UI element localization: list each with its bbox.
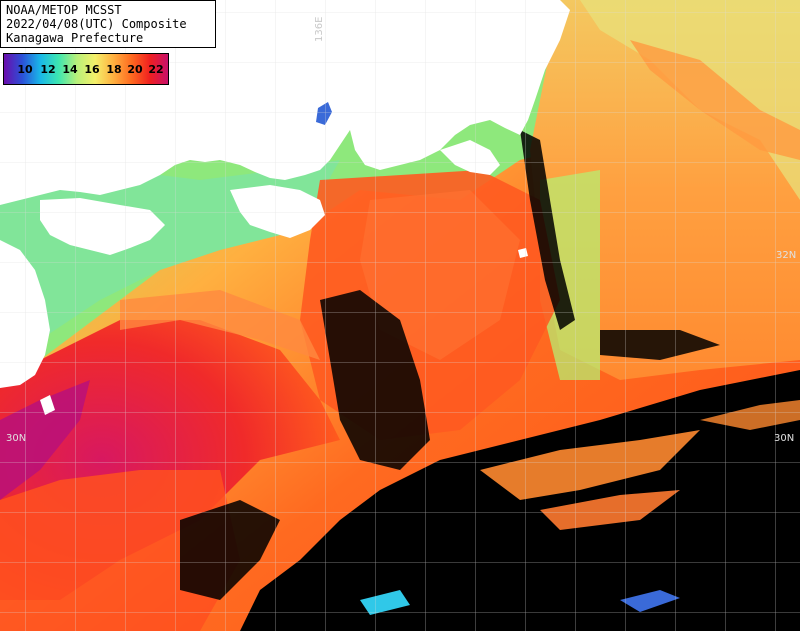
title-box: NOAA/METOP MCSST 2022/04/08(UTC) Composi… bbox=[0, 0, 216, 48]
longitude-label: 136E bbox=[314, 16, 325, 42]
legend-tick: 20 bbox=[127, 63, 143, 76]
title-line-1: NOAA/METOP MCSST bbox=[6, 3, 122, 17]
legend-tick: 12 bbox=[40, 63, 56, 76]
legend-ticks: 10 12 14 16 18 20 22 bbox=[4, 63, 168, 77]
temperature-legend: 10 12 14 16 18 20 22 bbox=[3, 53, 169, 85]
legend-tick: 16 bbox=[84, 63, 100, 76]
legend-tick: 14 bbox=[62, 63, 78, 76]
legend-tick: 22 bbox=[148, 63, 164, 76]
latitude-label-right: 30N bbox=[774, 433, 795, 444]
legend-color-bar bbox=[4, 54, 168, 84]
latitude-label-upper-right: 32N bbox=[776, 250, 797, 261]
legend-tick: 10 bbox=[17, 63, 33, 76]
title-line-3: Kanagawa Prefecture bbox=[6, 31, 144, 45]
title-line-2: 2022/04/08(UTC) Composite bbox=[6, 17, 187, 31]
legend-tick: 18 bbox=[106, 63, 122, 76]
latitude-label-left: 30N bbox=[6, 433, 27, 444]
